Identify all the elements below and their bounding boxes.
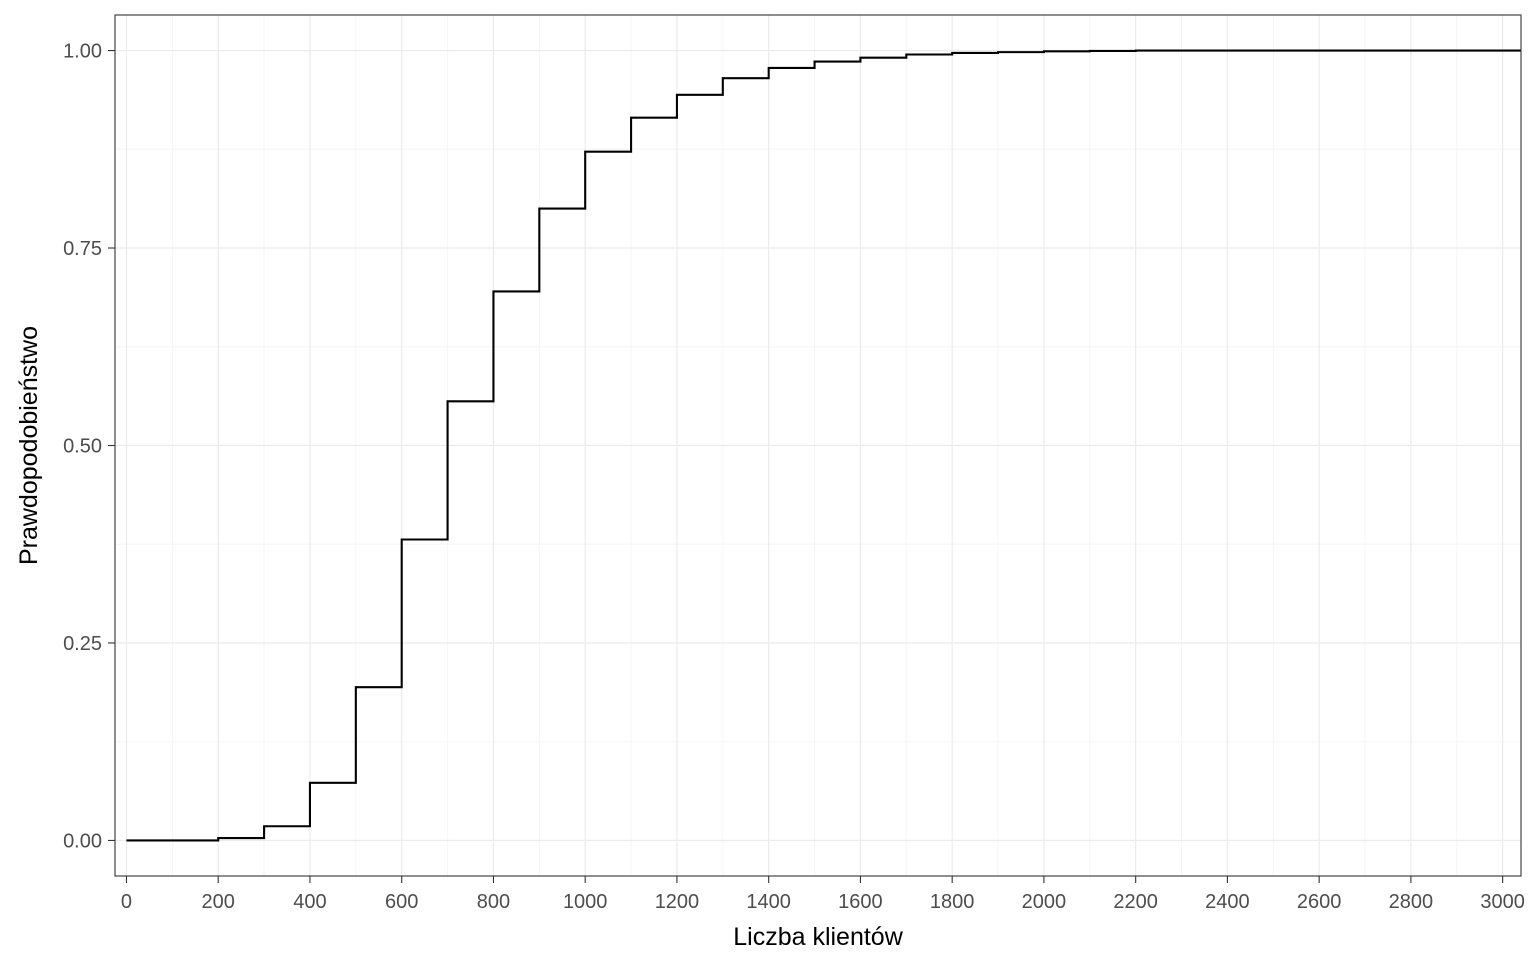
x-axis: 0 200 400 600 800 1000 1200 1400 1600 1800 2000 220… bbox=[121, 876, 1525, 913]
x-tick-label: 600 bbox=[385, 891, 418, 913]
x-axis-title: Liczba klientów bbox=[733, 923, 903, 951]
ecdf-step-line bbox=[126, 49, 1521, 842]
x-tick-label: 800 bbox=[477, 891, 510, 913]
y-tick-label: 0.75 bbox=[63, 238, 102, 260]
x-tick-label: 1800 bbox=[930, 891, 975, 913]
x-tick-label: 400 bbox=[293, 891, 326, 913]
x-tick-label: 3000 bbox=[1480, 891, 1525, 913]
x-tick-label: 2400 bbox=[1205, 891, 1250, 913]
y-axis-title: Prawdopodobieństwo bbox=[15, 326, 43, 565]
y-tick-label: 0.00 bbox=[63, 830, 102, 852]
y-tick-label: 0.25 bbox=[63, 633, 102, 655]
x-tick-label: 200 bbox=[202, 891, 235, 913]
major-gridlines bbox=[115, 15, 1521, 876]
x-tick-label: 1000 bbox=[563, 891, 608, 913]
y-tick-label: 0.50 bbox=[63, 436, 102, 458]
x-tick-label: 0 bbox=[121, 891, 132, 913]
x-tick-label: 1200 bbox=[655, 891, 700, 913]
x-tick-label: 1400 bbox=[746, 891, 791, 913]
x-tick-label: 1600 bbox=[838, 891, 883, 913]
x-tick-label: 2000 bbox=[1022, 891, 1067, 913]
x-tick-label: 2800 bbox=[1389, 891, 1434, 913]
y-axis: 0.00 0.25 0.50 0.75 1.00 bbox=[63, 41, 115, 852]
series-layer bbox=[126, 49, 1521, 842]
x-tick-label: 2600 bbox=[1297, 891, 1342, 913]
x-tick-label: 2200 bbox=[1113, 891, 1158, 913]
y-tick-label: 1.00 bbox=[63, 41, 102, 63]
